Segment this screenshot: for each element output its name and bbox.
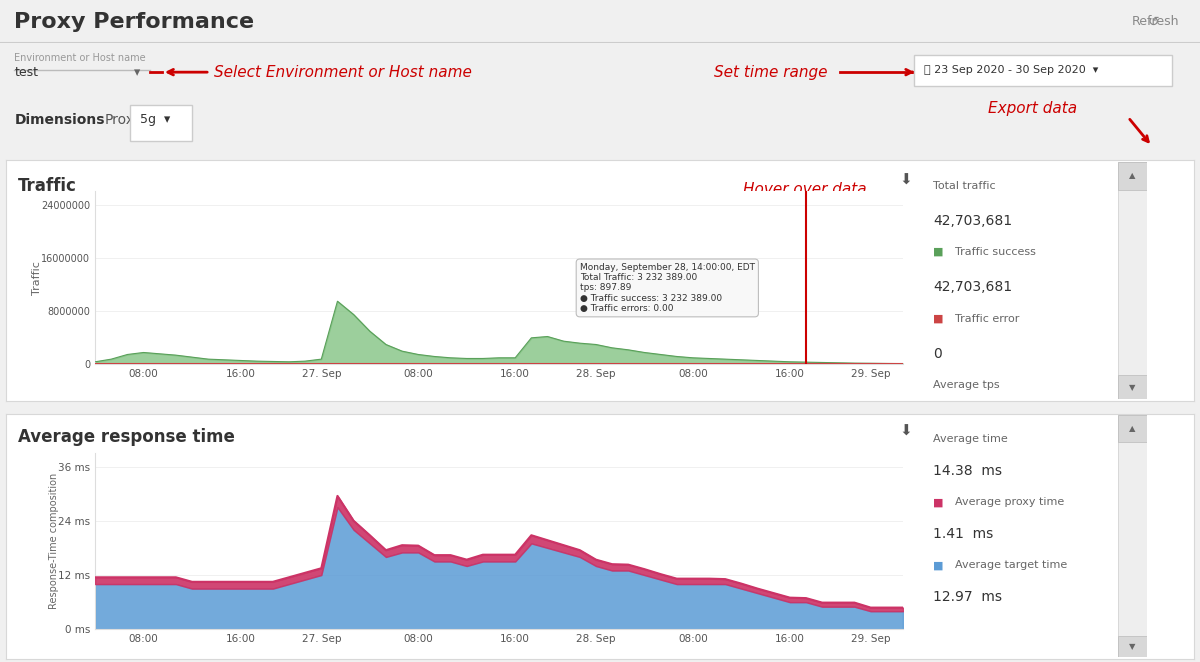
Bar [1118,415,1147,442]
Text: Average target time: Average target time [955,561,1068,571]
Text: Refresh: Refresh [1132,15,1180,28]
Text: 5g  ▾: 5g ▾ [140,113,170,126]
Text: Proxy Performance: Proxy Performance [14,11,254,32]
Text: Proxy: Proxy [104,113,143,127]
Text: Export data: Export data [989,101,1078,117]
Text: Dimensions: Dimensions [14,113,104,127]
Text: Average proxy time: Average proxy time [955,497,1064,508]
Bar [1118,415,1147,657]
Text: ⬛ 23 Sep 2020 - 30 Sep 2020  ▾: ⬛ 23 Sep 2020 - 30 Sep 2020 ▾ [924,64,1098,75]
Text: 42,703,681: 42,703,681 [932,214,1012,228]
Text: Average tps: Average tps [932,380,1000,390]
Bar [1118,636,1147,657]
Y-axis label: Response-Time composition: Response-Time composition [49,473,59,609]
Text: Total traffic: Total traffic [932,181,996,191]
Text: ▲: ▲ [1129,171,1136,180]
Bar [1118,162,1147,190]
Text: ■: ■ [932,314,943,324]
Text: ■: ■ [932,247,943,257]
Text: Traffic success: Traffic success [955,247,1036,257]
Text: Set time range: Set time range [714,65,828,79]
Y-axis label: Traffic: Traffic [32,261,42,295]
FancyBboxPatch shape [914,55,1172,87]
Text: Average response time: Average response time [18,428,235,446]
Text: Hover over data: Hover over data [743,181,866,197]
Text: ■: ■ [932,497,943,508]
Text: Traffic error: Traffic error [955,314,1020,324]
Text: 0: 0 [932,347,942,361]
Text: Select Environment or Host name: Select Environment or Host name [214,65,472,79]
Text: ⬇: ⬇ [899,172,912,187]
Text: ▼: ▼ [1129,383,1136,392]
Text: Average time: Average time [932,434,1008,444]
Text: Traffic: Traffic [18,177,77,195]
Text: 1.41  ms: 1.41 ms [932,526,994,541]
Text: 70.61: 70.61 [932,414,972,428]
Text: ▼: ▼ [1129,642,1136,651]
FancyBboxPatch shape [130,105,192,141]
Text: 12.97  ms: 12.97 ms [932,590,1002,604]
Text: ▲: ▲ [1129,424,1136,433]
Text: ▾: ▾ [134,66,140,79]
Text: Environment or Host name: Environment or Host name [14,52,146,63]
Text: 14.38  ms: 14.38 ms [932,463,1002,477]
Text: test: test [14,66,38,79]
Text: ■: ■ [932,561,943,571]
Bar [1118,375,1147,399]
Text: ↺: ↺ [1147,15,1159,28]
Bar [1118,162,1147,399]
Text: ⬇: ⬇ [899,424,912,438]
Text: Monday, September 28, 14:00:00, EDT
Total Traffic: 3 232 389.00
tps: 897.89
● Tr: Monday, September 28, 14:00:00, EDT Tota… [580,263,755,313]
Text: 42,703,681: 42,703,681 [932,281,1012,295]
